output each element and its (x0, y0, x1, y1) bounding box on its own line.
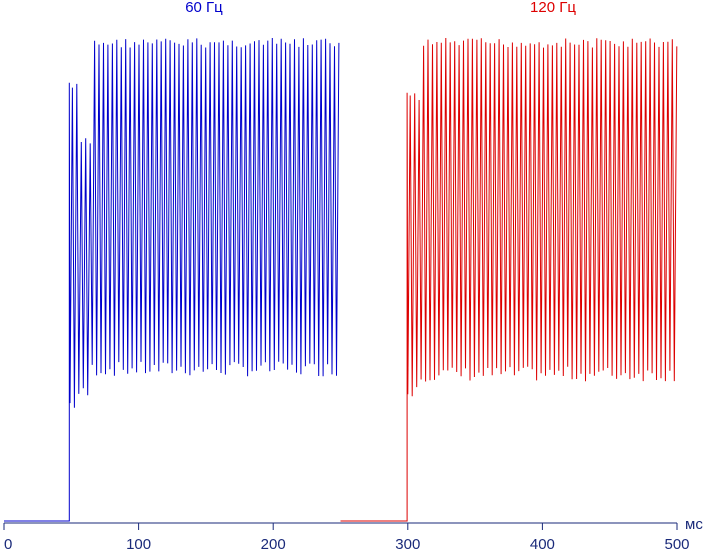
series-layer (4, 37, 678, 522)
series-label-120hz: 120 Гц (530, 0, 576, 16)
x-tick-label: 300 (395, 536, 420, 551)
x-tick-label: 400 (530, 536, 555, 551)
series-labels: 60 Гц 120 Гц (185, 0, 576, 16)
series-line-120hz (340, 37, 678, 522)
x-axis-unit-label: мс (685, 516, 703, 533)
x-tick-label: 100 (126, 536, 151, 551)
x-axis-ticks: 0 100 200 300 400 500 (3, 523, 690, 551)
x-tick-label: 200 (261, 536, 286, 551)
series-line-60hz (4, 37, 340, 522)
x-tick-label: 500 (664, 536, 689, 551)
series-label-60hz: 60 Гц (185, 0, 223, 16)
x-tick-label: 0 (4, 536, 12, 551)
